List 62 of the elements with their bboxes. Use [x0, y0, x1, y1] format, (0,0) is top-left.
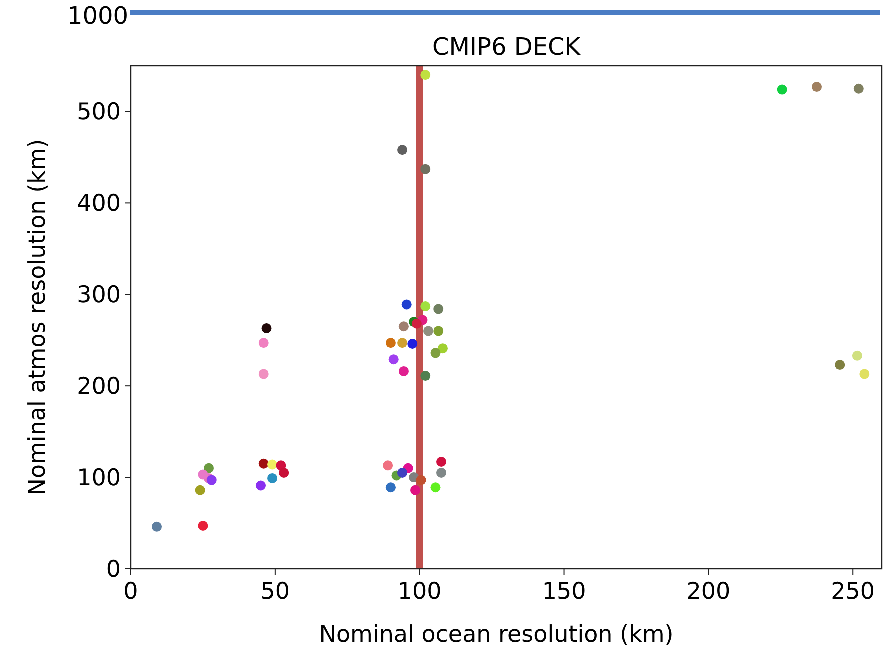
point: [386, 338, 396, 348]
point: [383, 460, 394, 471]
point: [436, 468, 447, 478]
point: [424, 326, 434, 336]
y-tick-label: 0: [106, 557, 121, 583]
point: [256, 480, 266, 491]
point: [258, 458, 269, 469]
point: [434, 304, 444, 314]
point: [402, 300, 412, 310]
point: [152, 522, 162, 532]
y-tick-label: 400: [77, 191, 121, 218]
point: [420, 371, 431, 382]
y-tick-label: 200: [77, 374, 121, 400]
point: [420, 302, 431, 312]
x-tick-label: 150: [542, 579, 586, 605]
point: [438, 344, 448, 354]
x-tick-label: 200: [686, 579, 731, 605]
x-tick-label: 50: [260, 579, 290, 605]
point: [258, 338, 269, 348]
y-tick-label: 100: [77, 466, 121, 492]
x-tick-label: 100: [398, 579, 442, 605]
point: [420, 70, 431, 80]
point: [279, 468, 290, 478]
point: [412, 318, 422, 329]
point: [416, 475, 426, 486]
chart-title: CMIP6 DECK: [432, 33, 582, 61]
point: [430, 348, 441, 358]
y-axis-title: Nominal atmos resolution (km): [25, 139, 51, 496]
y-tick-label: 300: [77, 282, 121, 309]
point: [430, 482, 441, 493]
point: [436, 457, 447, 467]
point: [777, 84, 788, 95]
point: [434, 326, 444, 336]
x-tick-label: 250: [831, 579, 876, 605]
point: [386, 482, 396, 493]
point: [258, 369, 269, 380]
point: [204, 463, 214, 474]
point: [860, 369, 870, 380]
point: [398, 322, 409, 332]
x-axis-title: Nominal ocean resolution (km): [319, 622, 674, 648]
point: [268, 473, 278, 484]
point: [198, 470, 208, 480]
point: [398, 338, 408, 348]
x-tick-label: 0: [124, 579, 138, 605]
point: [262, 323, 272, 334]
point: [388, 354, 399, 365]
point: [420, 164, 431, 174]
point: [835, 360, 846, 370]
point: [812, 82, 822, 92]
point: [398, 366, 409, 376]
point: [268, 460, 278, 470]
point: [206, 475, 217, 486]
point: [854, 84, 864, 94]
point: [198, 521, 208, 532]
y-tick-label: 500: [77, 100, 121, 126]
point: [410, 485, 421, 496]
point: [195, 485, 206, 496]
point: [408, 339, 418, 350]
point: [852, 350, 862, 361]
point: [398, 468, 408, 478]
text: 1000: [67, 2, 129, 30]
point: [398, 145, 408, 156]
